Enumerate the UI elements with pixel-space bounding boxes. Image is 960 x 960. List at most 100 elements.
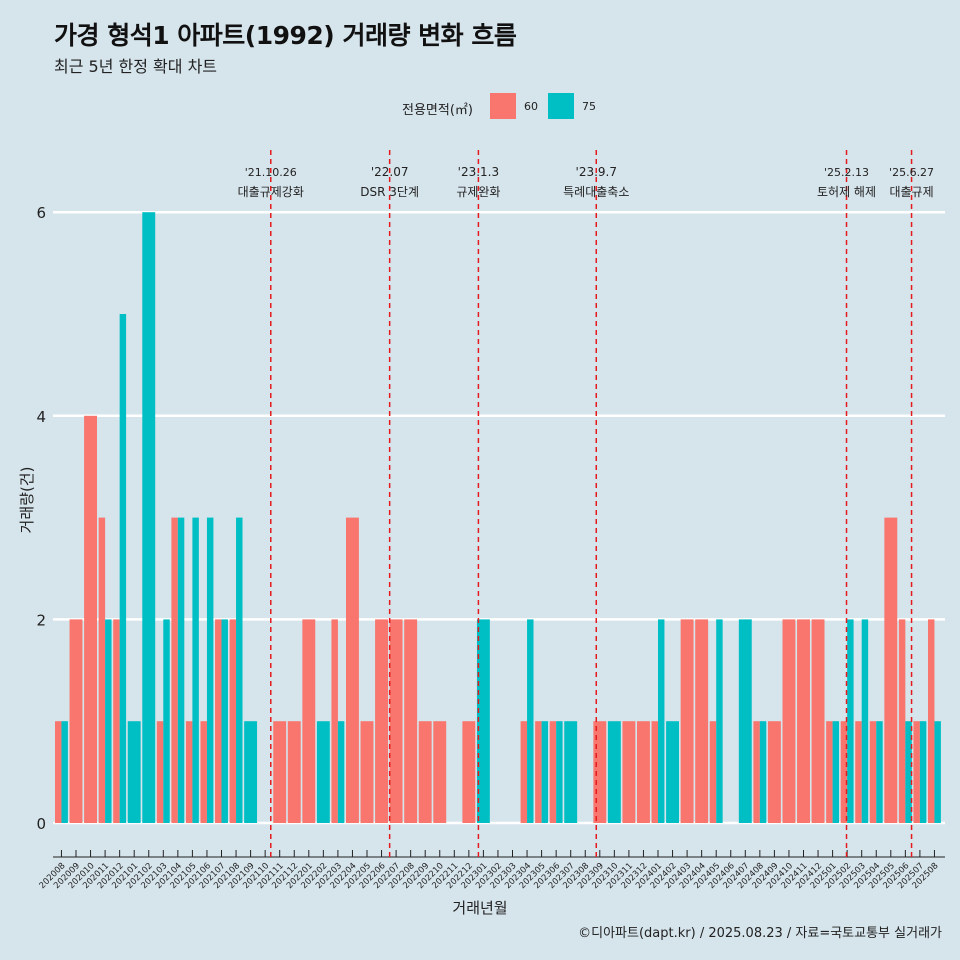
bar-60-202206 bbox=[375, 619, 388, 823]
bar-60-202412 bbox=[811, 619, 825, 823]
bar-75-202307 bbox=[564, 721, 578, 823]
event-date-2: '23.1.3 bbox=[458, 165, 499, 179]
event-label-4: 토허제 해제 bbox=[817, 185, 876, 199]
bar-60-202205 bbox=[360, 721, 374, 823]
bar-75-202506 bbox=[905, 721, 912, 823]
bar-60-202504 bbox=[869, 721, 877, 823]
legend-label-75: 75 bbox=[582, 100, 596, 113]
bar-75-202203 bbox=[337, 721, 345, 823]
bar-75-202301 bbox=[476, 619, 490, 823]
bar-75-202202 bbox=[316, 721, 330, 823]
bar-75-202102 bbox=[142, 212, 156, 823]
bar-60-202408 bbox=[753, 721, 760, 823]
bar-75-202304 bbox=[527, 619, 534, 823]
bar-60-202501 bbox=[826, 721, 833, 823]
bar-60-202505 bbox=[884, 517, 898, 823]
bar-60-202506 bbox=[898, 619, 906, 823]
bar-75-202306 bbox=[556, 721, 563, 823]
bar-60-202011 bbox=[98, 517, 106, 823]
bar-60-202306 bbox=[549, 721, 557, 823]
bar-60-202008 bbox=[55, 721, 62, 823]
bar-60-202203 bbox=[331, 619, 338, 823]
bar-60-202410 bbox=[782, 619, 796, 823]
bar-60-202112 bbox=[287, 721, 301, 823]
legend-title: 전용면적(㎡) bbox=[402, 103, 473, 118]
bar-60-202503 bbox=[855, 721, 862, 823]
bar-75-202106 bbox=[206, 517, 214, 823]
bar-75-202103 bbox=[163, 619, 170, 823]
bar-60-202204 bbox=[346, 517, 359, 823]
bar-60-202305 bbox=[535, 721, 542, 823]
bar-60-202106 bbox=[200, 721, 207, 823]
bar-75-202305 bbox=[541, 721, 549, 823]
legend-key-75 bbox=[548, 93, 574, 119]
bar-60-202403 bbox=[680, 619, 694, 823]
bar-75-202101 bbox=[127, 721, 141, 823]
bar-60-202405 bbox=[709, 721, 717, 823]
bar-60-202312 bbox=[637, 721, 650, 823]
y-tick-label-0: 0 bbox=[36, 815, 46, 833]
bar-60-202104 bbox=[171, 517, 178, 823]
bar-60-202401 bbox=[651, 721, 658, 823]
event-label-2: 규제완화 bbox=[456, 185, 500, 199]
bar-60-202208 bbox=[404, 619, 418, 823]
bar-60-202409 bbox=[767, 721, 781, 823]
bar-60-202010 bbox=[84, 415, 97, 823]
bar-60-202009 bbox=[69, 619, 83, 823]
bar-75-202402 bbox=[666, 721, 679, 823]
legend: 전용면적(㎡) 60 75 bbox=[0, 93, 960, 121]
bar-60-202507 bbox=[913, 721, 920, 823]
bar-75-202108 bbox=[236, 517, 243, 823]
event-label-0: 대출규제강화 bbox=[238, 185, 304, 199]
bar-60-202404 bbox=[695, 619, 709, 823]
event-label-5: 대출규제 bbox=[889, 185, 933, 199]
y-tick-label-6: 6 bbox=[36, 204, 46, 222]
bar-60-202309 bbox=[593, 721, 607, 823]
y-tick-label-4: 4 bbox=[36, 408, 46, 426]
bar-75-202507 bbox=[919, 721, 927, 823]
bar-75-202501 bbox=[832, 721, 840, 823]
bar-60-202311 bbox=[622, 721, 636, 823]
bar-60-202107 bbox=[215, 619, 222, 823]
legend-label-60: 60 bbox=[524, 100, 538, 113]
source-caption: ©디아파트(dapt.kr) / 2025.08.23 / 자료=국토교통부 실… bbox=[578, 926, 942, 941]
x-axis-label: 거래년월 bbox=[452, 899, 508, 917]
event-date-3: '23.9.7 bbox=[576, 165, 617, 179]
bar-75-202012 bbox=[119, 314, 127, 823]
bar-75-202504 bbox=[876, 721, 883, 823]
bar-60-202108 bbox=[229, 619, 237, 823]
bar-60-202111 bbox=[273, 721, 287, 823]
bar-60-202212 bbox=[462, 721, 476, 823]
bar-60-202508 bbox=[928, 619, 935, 823]
bar-75-202008 bbox=[61, 721, 68, 823]
chart-title: 가경 형석1 아파트(1992) 거래량 변화 흐름 bbox=[54, 21, 517, 50]
event-date-4: '25.2.13 bbox=[824, 166, 869, 179]
bar-75-202011 bbox=[105, 619, 112, 823]
bar-60-202304 bbox=[520, 721, 528, 823]
bar-60-202201 bbox=[302, 619, 316, 823]
bar-75-202405 bbox=[716, 619, 723, 823]
event-label-1: DSR 3단계 bbox=[360, 185, 419, 199]
bar-75-202407 bbox=[738, 619, 752, 823]
bar-60-202502 bbox=[840, 721, 848, 823]
bar-60-202411 bbox=[797, 619, 810, 823]
bar-60-202103 bbox=[156, 721, 164, 823]
event-label-3: 특례대출축소 bbox=[563, 185, 629, 199]
bar-60-202012 bbox=[113, 619, 120, 823]
bar-75-202107 bbox=[221, 619, 228, 823]
bar-75-202310 bbox=[607, 721, 621, 823]
bar-75-202502 bbox=[847, 619, 854, 823]
y-tick-label-2: 2 bbox=[36, 611, 46, 629]
bar-60-202209 bbox=[418, 721, 432, 823]
bar-75-202109 bbox=[244, 721, 258, 823]
bar-60-202210 bbox=[433, 721, 447, 823]
bar-75-202508 bbox=[934, 721, 941, 823]
bar-75-202105 bbox=[192, 517, 199, 823]
bar-75-202503 bbox=[861, 619, 869, 823]
bar-60-202105 bbox=[185, 721, 193, 823]
bar-75-202104 bbox=[177, 517, 185, 823]
bar-75-202408 bbox=[759, 721, 767, 823]
event-date-0: '21.10.26 bbox=[245, 166, 297, 179]
legend-key-60 bbox=[490, 93, 516, 119]
